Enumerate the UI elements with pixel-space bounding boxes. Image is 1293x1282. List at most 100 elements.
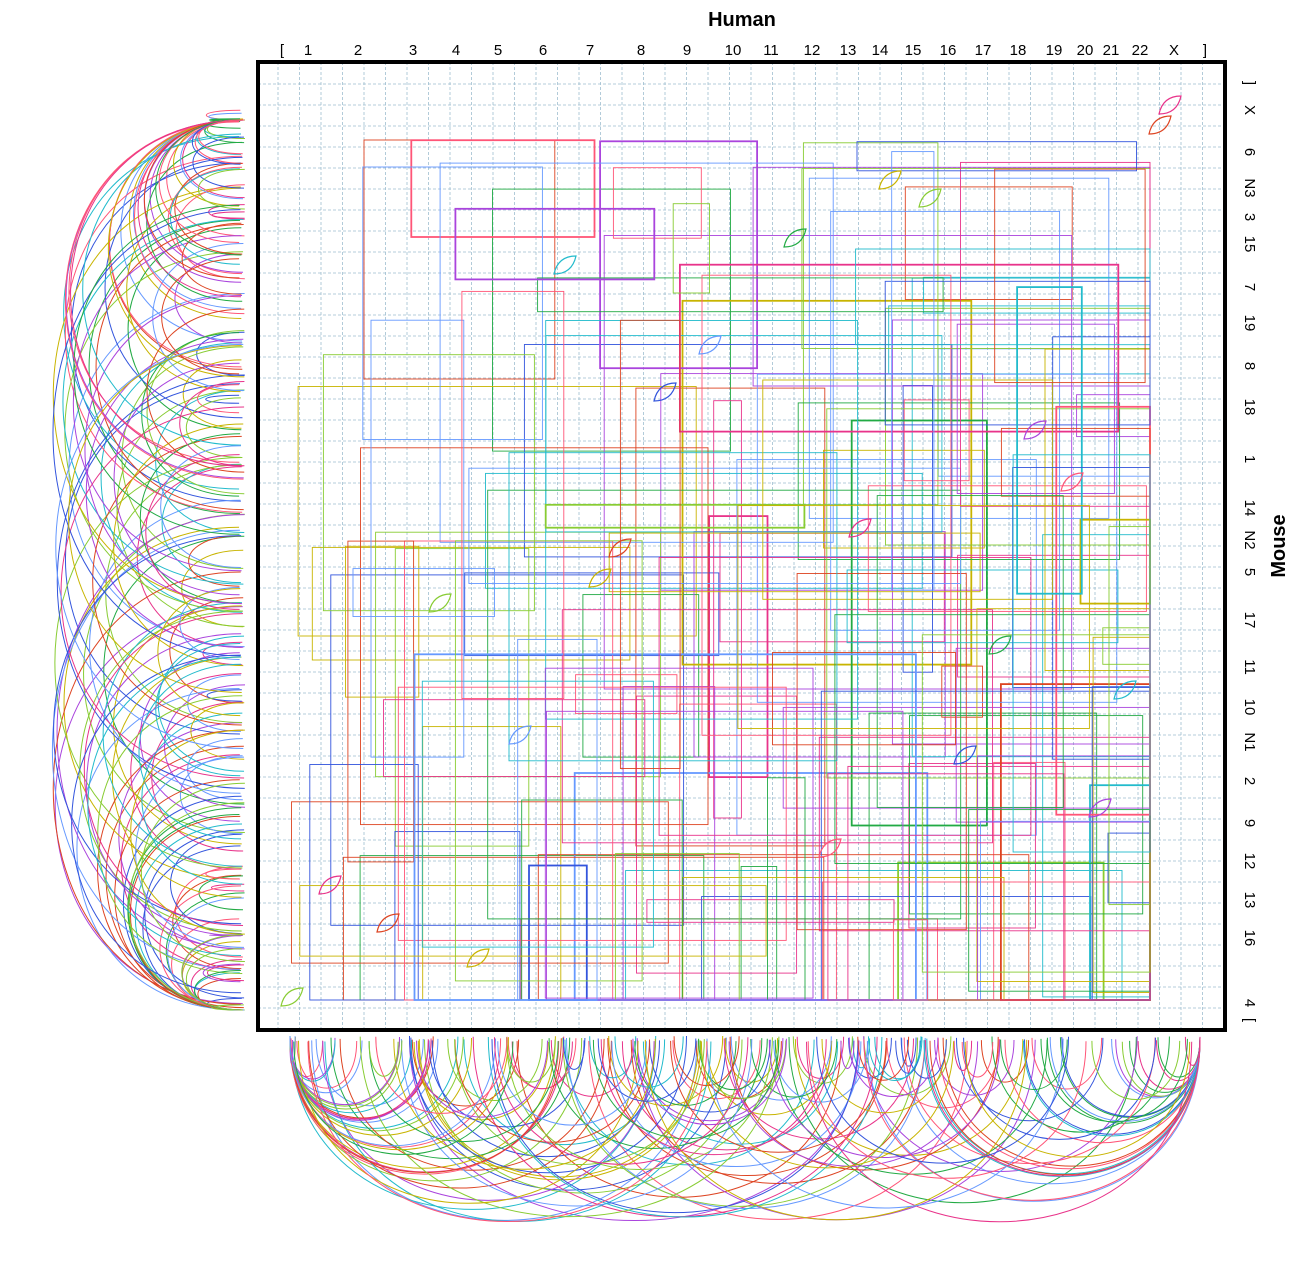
left-arc: [138, 663, 242, 840]
synteny-block: [487, 489, 962, 920]
left-arc: [192, 136, 244, 189]
inversion-loop: [280, 987, 304, 1007]
synteny-block: [546, 710, 904, 1001]
left-arc: [202, 641, 243, 666]
bottom-arc: [308, 1040, 612, 1189]
bottom-arc: [597, 1038, 697, 1102]
bottom-arc: [956, 1037, 1104, 1122]
bottom-arc: [953, 1040, 973, 1072]
bottom-arc: [857, 1036, 910, 1081]
left-arc: [160, 445, 241, 568]
synteny-block: [383, 699, 646, 777]
x-tick-label: 10: [725, 42, 742, 59]
y-tick-label: 13: [1241, 892, 1258, 909]
left-arc: [86, 633, 242, 937]
left-arc: [130, 673, 242, 870]
inversion-loop: [1148, 115, 1172, 135]
left-arc: [190, 702, 245, 760]
synteny-block: [370, 319, 465, 758]
bottom-arc: [874, 1036, 923, 1080]
synteny-block: [582, 594, 700, 758]
x-tick-labels: [1 2 3 4 5 6 7 8 9 10 11 12 13 14 15 16 17 18 19 20 21 22 X]: [280, 42, 1207, 59]
left-arc: [102, 602, 242, 867]
left-arc: [104, 156, 243, 419]
inversion-loop: [918, 188, 942, 208]
bottom-arc: [315, 1038, 424, 1106]
bottom-arc: [293, 1041, 514, 1155]
bottom-arc: [706, 1038, 1064, 1209]
synteny-block: [360, 447, 709, 826]
synteny-block: [867, 485, 1147, 612]
left-arc: [167, 166, 243, 275]
left-arc: [152, 243, 244, 392]
bottom-arc: [632, 1038, 787, 1126]
bottom-arc: [447, 1039, 543, 1101]
left-arc: [140, 433, 241, 604]
left-arc: [158, 120, 240, 243]
synteny-block: [410, 139, 596, 238]
y-tick-label: ]: [1241, 81, 1258, 85]
left-arc: [146, 308, 245, 473]
bottom-arc: [454, 1039, 705, 1165]
synteny-block: [544, 667, 814, 999]
synteny-blocks: [291, 139, 1151, 1001]
inversion-loop: [588, 568, 612, 588]
bottom-arc: [863, 1036, 952, 1096]
synteny-block: [850, 419, 988, 827]
synteny-block: [575, 674, 678, 715]
left-arc: [144, 829, 245, 999]
bottom-arc: [706, 1040, 833, 1116]
inversion-loop: [376, 913, 400, 933]
synteny-block: [636, 695, 798, 974]
y-tick-label: 5: [1241, 568, 1258, 576]
inversion-loop: [608, 538, 632, 558]
left-arc: [179, 755, 243, 835]
left-arc: [202, 963, 241, 983]
bottom-arc: [497, 1041, 647, 1126]
bottom-arc: [289, 1040, 403, 1110]
left-arc: [141, 712, 243, 885]
bottom-arc: [730, 1036, 832, 1101]
left-arc: [155, 643, 241, 777]
bottom-arc: [368, 1041, 559, 1143]
left-arc: [207, 964, 244, 982]
y-axis-title: Mouse: [1268, 514, 1290, 577]
left-arc: [113, 362, 240, 596]
y-tick-label: 9: [1241, 819, 1258, 827]
y-tick-label: 3: [1241, 213, 1258, 221]
inversion-loop: [1113, 680, 1137, 700]
bottom-arc: [566, 1038, 926, 1209]
left-arc: [157, 588, 241, 717]
bottom-arc: [700, 1041, 954, 1169]
left-arc: [63, 136, 240, 490]
synteny-block: [347, 540, 415, 863]
inversion-loop: [1158, 95, 1182, 115]
synteny-block: [561, 609, 993, 844]
left-arc: [210, 883, 245, 892]
synteny-block: [876, 495, 1064, 808]
left-arc: [126, 187, 241, 393]
bottom-arc: [670, 1040, 887, 1153]
bottom-arc: [848, 1037, 939, 1098]
bottom-arc: [592, 1039, 780, 1140]
synteny-block: [796, 573, 967, 931]
left-arc: [170, 168, 240, 265]
synteny-block: [421, 680, 654, 948]
bottom-arc: [409, 1040, 860, 1221]
x-tick-label: 22: [1132, 42, 1149, 59]
bottom-arc: [698, 1038, 768, 1090]
bottom-arc: [411, 1039, 520, 1107]
left-arc: [135, 756, 245, 948]
synteny-block: [797, 402, 1121, 560]
bottom-arc-band: [289, 1036, 1201, 1223]
synteny-block: [309, 764, 419, 1001]
bottom-arc: [487, 1037, 883, 1218]
bottom-arc: [673, 1036, 740, 1086]
left-arc: [197, 384, 240, 414]
bottom-arc: [614, 1036, 684, 1088]
synteny-block: [1012, 454, 1151, 853]
left-arc: [155, 119, 242, 256]
synteny-block: [846, 569, 1119, 644]
left-arc: [103, 535, 245, 805]
y-tick-label: 2: [1241, 777, 1258, 785]
